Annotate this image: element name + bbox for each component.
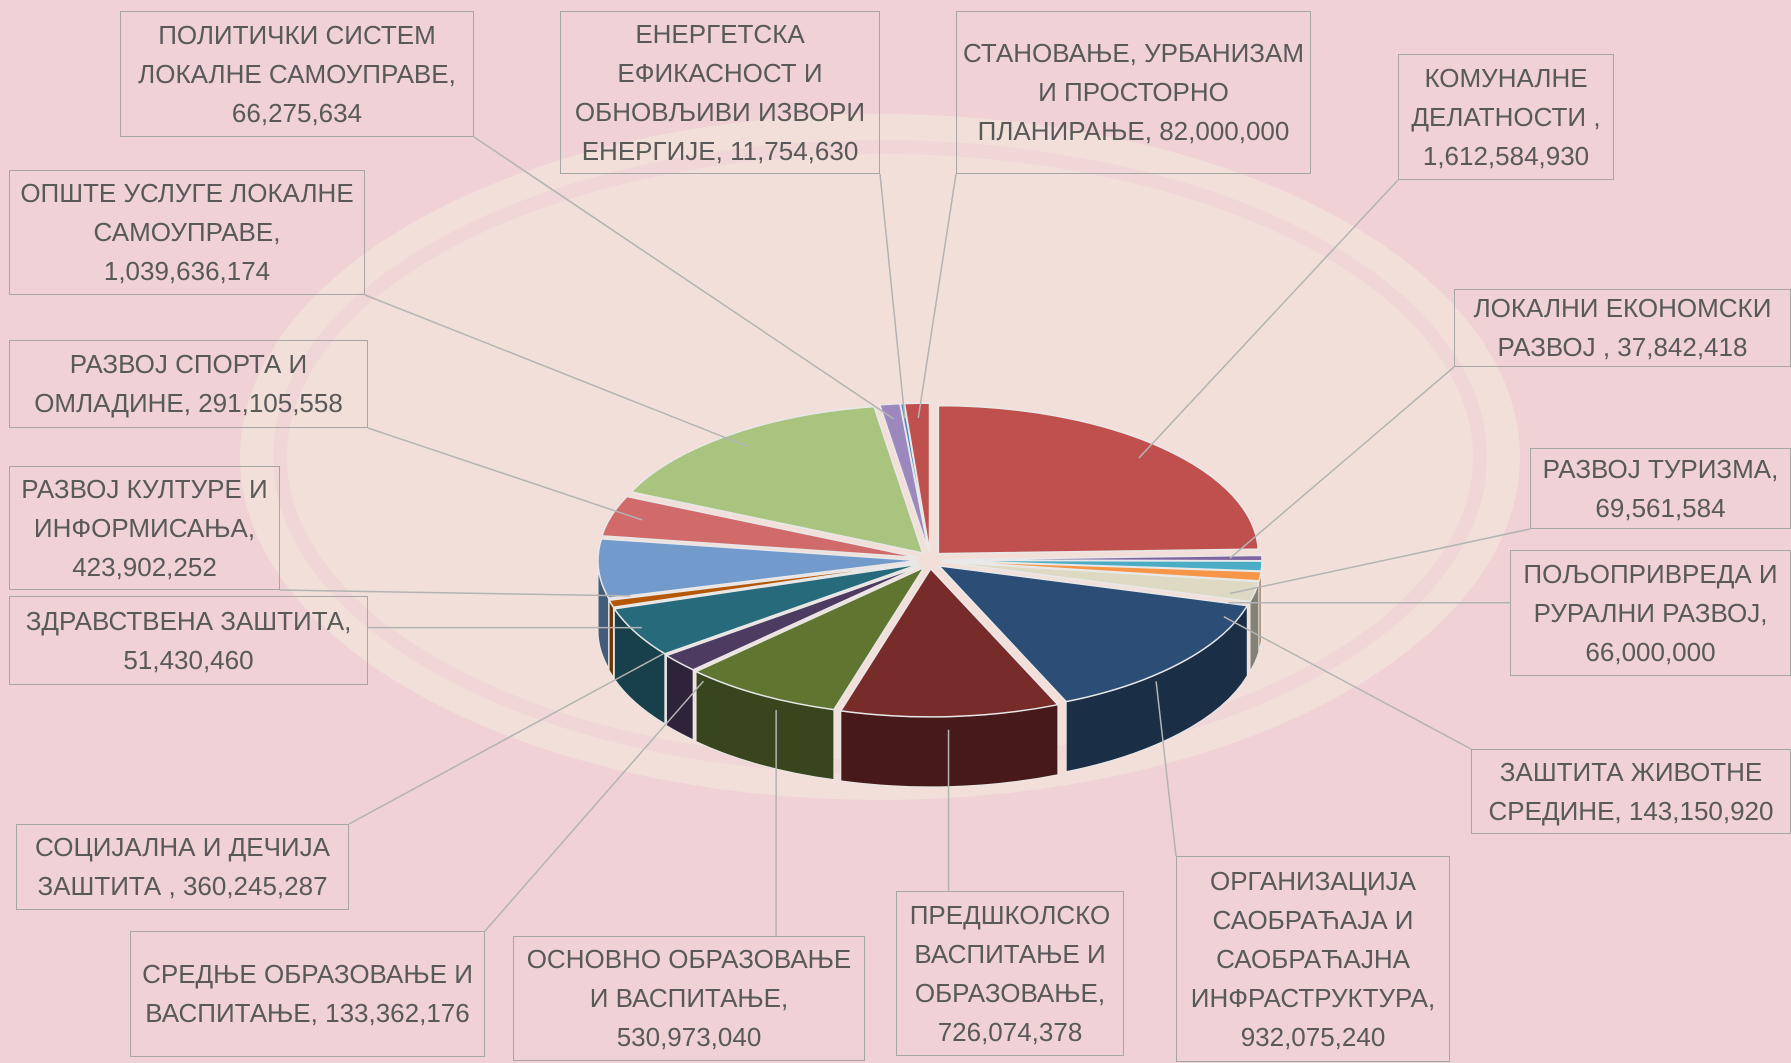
data-label: РАЗВОЈ КУЛТУРЕ И ИНФОРМИСАЊА, 423,902,25… xyxy=(9,466,280,590)
value-label: 51,430,460 xyxy=(123,644,254,675)
leader-line xyxy=(484,680,705,932)
data-label: ОРГАНИЗАЦИЈА САОБРАЋАЈА И САОБРАЋАЈНА ИН… xyxy=(1176,856,1450,1062)
category-name: РАЗВОЈ КУЛТУРЕ И ИНФОРМИСАЊА, xyxy=(21,473,268,543)
slice xyxy=(664,565,922,671)
label-text: ОРГАНИЗАЦИЈА САОБРАЋАЈА И САОБРАЋАЈНА ИН… xyxy=(1181,862,1445,1057)
leader-line xyxy=(367,427,643,521)
data-label: СТАНОВАЊЕ, УРБАНИЗАМ И ПРОСТОРНО ПЛАНИРА… xyxy=(956,11,1311,174)
data-label: ПОЛИТИЧКИ СИСТЕМ ЛОКАЛНЕ САМОУПРАВЕ, 66,… xyxy=(120,11,474,137)
value-label: 1,039,636,174 xyxy=(103,256,271,286)
leader-line xyxy=(1155,681,1177,857)
category-name: ЗАШТИТА ЖИВОТНЕ СРЕДИНЕ, xyxy=(1488,756,1763,826)
data-label: РАЗВОЈ СПОРТА И ОМЛАДИНЕ, 291,105,558 xyxy=(9,340,368,428)
slice xyxy=(941,561,1260,603)
data-label: ЗДРАВСТВЕНА ЗАШТИТА, 51,430,460 xyxy=(9,596,368,685)
value-label: 1,612,584,930 xyxy=(1422,140,1590,171)
slice xyxy=(903,402,931,552)
category-name: РАЗВОЈ СПОРТА И ОМЛАДИНЕ, xyxy=(34,349,308,418)
label-text: ЛОКАЛНИ ЕКОНОМСКИ РАЗВОЈ , 37,842,418 xyxy=(1459,289,1786,367)
data-label: ЗАШТИТА ЖИВОТНЕ СРЕДИНЕ, 143,150,920 xyxy=(1471,749,1791,834)
label-text: СОЦИЈАЛНА И ДЕЧИЈА ЗАШТИТА , 360,245,287 xyxy=(21,828,344,906)
value-label: 291,105,558 xyxy=(198,388,343,418)
value-label: 360,245,287 xyxy=(182,871,328,901)
slice xyxy=(613,563,920,655)
category-name: СРЕДЊЕ ОБРАЗОВАЊЕ И ВАСПИТАЊЕ, xyxy=(142,959,473,1028)
label-text: ПОЉОПРИВРЕДА И РУРАЛНИ РАЗВОЈ, 66,000,00… xyxy=(1515,555,1786,672)
leader-line xyxy=(348,652,665,825)
value-label: 11,754,630 xyxy=(730,135,859,166)
category-name: ПРЕДШКОЛСКО ВАСПИТАЊЕ И ОБРАЗОВАЊЕ, xyxy=(909,899,1111,1008)
category-name: ЛОКАЛНИ ЕКОНОМСКИ РАЗВОЈ , xyxy=(1473,293,1772,362)
value-label: 726,074,378 xyxy=(937,1016,1083,1047)
data-label: КОМУНАЛНЕ ДЕЛАТНОСТИ , 1,612,584,930 xyxy=(1398,54,1614,180)
value-label: 66,275,634 xyxy=(231,97,363,128)
category-name: ЕНЕРГЕТСКА ЕФИКАСНОСТ И ОБНОВЉИВИ ИЗВОРИ… xyxy=(574,18,866,166)
data-label: ПРЕДШКОЛСКО ВАСПИТАЊЕ И ОБРАЗОВАЊЕ, 726,… xyxy=(896,891,1124,1056)
data-label: РАЗВОЈ ТУРИЗМА, 69,561,584 xyxy=(1530,448,1791,529)
slice xyxy=(937,404,1260,555)
value-label: 423,902,252 xyxy=(72,551,217,582)
leader-line xyxy=(1229,528,1531,595)
value-label: 143,150,920 xyxy=(1628,795,1774,826)
category-name: ЗДРАВСТВЕНА ЗАШТИТА, xyxy=(25,605,352,636)
value-label: 133,362,176 xyxy=(325,998,470,1028)
category-name: СТАНОВАЊЕ, УРБАНИЗАМ И ПРОСТОРНО ПЛАНИРА… xyxy=(962,38,1304,146)
data-label: ОСНОВНО ОБРАЗОВАЊЕ И ВАСПИТАЊЕ, 530,973,… xyxy=(513,936,865,1061)
value-label: 932,075,240 xyxy=(1240,1021,1386,1052)
label-text: ЗДРАВСТВЕНА ЗАШТИТА, 51,430,460 xyxy=(14,602,363,680)
slice xyxy=(694,565,926,711)
data-label: ОПШТЕ УСЛУГЕ ЛОКАЛНЕ САМОУПРАВЕ, 1,039,6… xyxy=(9,170,365,295)
leader-line xyxy=(917,173,957,419)
slice xyxy=(941,560,1262,582)
slice xyxy=(597,538,919,600)
slice xyxy=(600,495,919,559)
leader-line xyxy=(1229,366,1455,559)
category-name: ОРГАНИЗАЦИЈА САОБРАЋАЈА И САОБРАЋАЈНА ИН… xyxy=(1190,865,1436,1013)
label-text: ПРЕДШКОЛСКО ВАСПИТАЊЕ И ОБРАЗОВАЊЕ, 726,… xyxy=(901,896,1119,1052)
label-text: РАЗВОЈ СПОРТА И ОМЛАДИНЕ, 291,105,558 xyxy=(14,345,363,423)
label-text: РАЗВОЈ КУЛТУРЕ И ИНФОРМИСАЊА, 423,902,25… xyxy=(14,470,275,587)
value-label: 530,973,040 xyxy=(616,1022,762,1052)
slice xyxy=(629,405,924,554)
slice xyxy=(607,561,919,609)
category-name: КОМУНАЛНЕ ДЕЛАТНОСТИ , xyxy=(1411,62,1601,132)
label-text: ЗАШТИТА ЖИВОТНЕ СРЕДИНЕ, 143,150,920 xyxy=(1476,753,1786,831)
data-label: ЕНЕРГЕТСКА ЕФИКАСНОСТ И ОБНОВЉИВИ ИЗВОРИ… xyxy=(560,11,880,174)
data-label: ЛОКАЛНИ ЕКОНОМСКИ РАЗВОЈ , 37,842,418 xyxy=(1454,289,1791,367)
data-label: СОЦИЈАЛНА И ДЕЧИЈА ЗАШТИТА , 360,245,287 xyxy=(16,824,349,910)
label-text: ЕНЕРГЕТСКА ЕФИКАСНОСТ И ОБНОВЉИВИ ИЗВОРИ… xyxy=(565,15,875,171)
category-name: СОЦИЈАЛНА И ДЕЧИЈА ЗАШТИТА , xyxy=(35,832,330,901)
label-text: СТАНОВАЊЕ, УРБАНИЗАМ И ПРОСТОРНО ПЛАНИРА… xyxy=(961,34,1306,151)
value-label: 69,561,584 xyxy=(1595,492,1726,523)
slice xyxy=(839,567,1060,718)
value-label: 37,842,418 xyxy=(1617,332,1748,362)
category-name: ПОЉОПРИВРЕДА И РУРАЛНИ РАЗВОЈ, xyxy=(1523,558,1778,628)
data-label: СРЕДЊЕ ОБРАЗОВАЊЕ И ВАСПИТАЊЕ, 133,362,1… xyxy=(130,931,485,1057)
label-text: ОСНОВНО ОБРАЗОВАЊЕ И ВАСПИТАЊЕ, 530,973,… xyxy=(518,940,860,1057)
category-name: ОСНОВНО ОБРАЗОВАЊЕ И ВАСПИТАЊЕ, xyxy=(526,944,852,1013)
category-name: ПОЛИТИЧКИ СИСТЕМ ЛОКАЛНЕ САМОУПРАВЕ, xyxy=(138,19,456,89)
value-label: 66,000,000 xyxy=(1585,636,1716,667)
label-text: РАЗВОЈ ТУРИЗМА, 69,561,584 xyxy=(1535,450,1786,528)
leader-line xyxy=(364,294,749,448)
category-name: РАЗВОЈ ТУРИЗМА, xyxy=(1542,453,1779,484)
label-text: СРЕДЊЕ ОБРАЗОВАЊЕ И ВАСПИТАЊЕ, 133,362,1… xyxy=(135,955,480,1033)
label-text: ПОЛИТИЧКИ СИСТЕМ ЛОКАЛНЕ САМОУПРАВЕ, 66,… xyxy=(125,16,469,133)
label-text: ОПШТЕ УСЛУГЕ ЛОКАЛНЕ САМОУПРАВЕ, 1,039,6… xyxy=(14,174,360,291)
slice xyxy=(937,564,1249,703)
leader-line xyxy=(1223,616,1472,750)
leader-line xyxy=(473,136,895,420)
leader-line xyxy=(279,589,631,597)
slice-side xyxy=(608,598,614,679)
value-label: 82,000,000 xyxy=(1159,116,1290,146)
category-name: ОПШТЕ УСЛУГЕ ЛОКАЛНЕ САМОУПРАВЕ, xyxy=(20,178,354,247)
leader-line xyxy=(879,173,906,419)
label-text: КОМУНАЛНЕ ДЕЛАТНОСТИ , 1,612,584,930 xyxy=(1403,59,1609,176)
data-label: ПОЉОПРИВРЕДА И РУРАЛНИ РАЗВОЈ, 66,000,00… xyxy=(1510,550,1791,676)
leader-line xyxy=(1138,179,1399,459)
